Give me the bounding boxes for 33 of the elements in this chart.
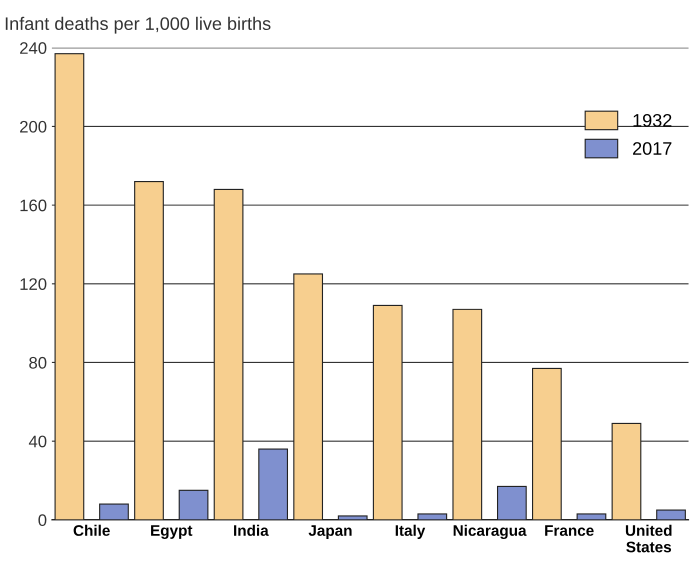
x-tick-label: Chile: [74, 524, 110, 536]
bar: [258, 448, 288, 520]
x-tick-label: Italy: [396, 524, 426, 539]
bar: [214, 188, 244, 520]
bar: [452, 308, 482, 520]
y-axis-title: Infant deaths per 1,000 live births: [6, 16, 270, 34]
x-tick-label: Egypt: [151, 525, 192, 539]
bar: [54, 53, 84, 520]
bar: [532, 368, 562, 520]
y-tick-label: 160: [20, 200, 46, 212]
bar: [372, 304, 403, 520]
y-tick-label: 120: [20, 278, 46, 290]
bar: [576, 513, 606, 520]
x-tick-label: United States: [626, 524, 672, 552]
bar: [612, 422, 642, 520]
y-tick-label: 200: [20, 120, 46, 133]
x-tick-label: Nicaragua: [454, 524, 527, 540]
y-tick-label: 240: [20, 42, 46, 54]
bar: [656, 509, 686, 520]
bar: [417, 513, 448, 520]
y-tick-label: 80: [29, 356, 46, 369]
bar: [99, 504, 129, 520]
legend-label: 1932: [634, 114, 672, 127]
y-tick-label: 0: [38, 514, 46, 526]
x-tick-label: France: [545, 525, 594, 536]
x-tick-label: Japan: [308, 525, 352, 539]
y-tick-label: 40: [28, 436, 46, 448]
legend-label: 2017: [633, 142, 672, 155]
bar: [178, 490, 208, 520]
x-tick-label: India: [234, 524, 269, 536]
bar: [134, 180, 164, 520]
bar: [496, 486, 527, 520]
bar: [293, 273, 324, 520]
